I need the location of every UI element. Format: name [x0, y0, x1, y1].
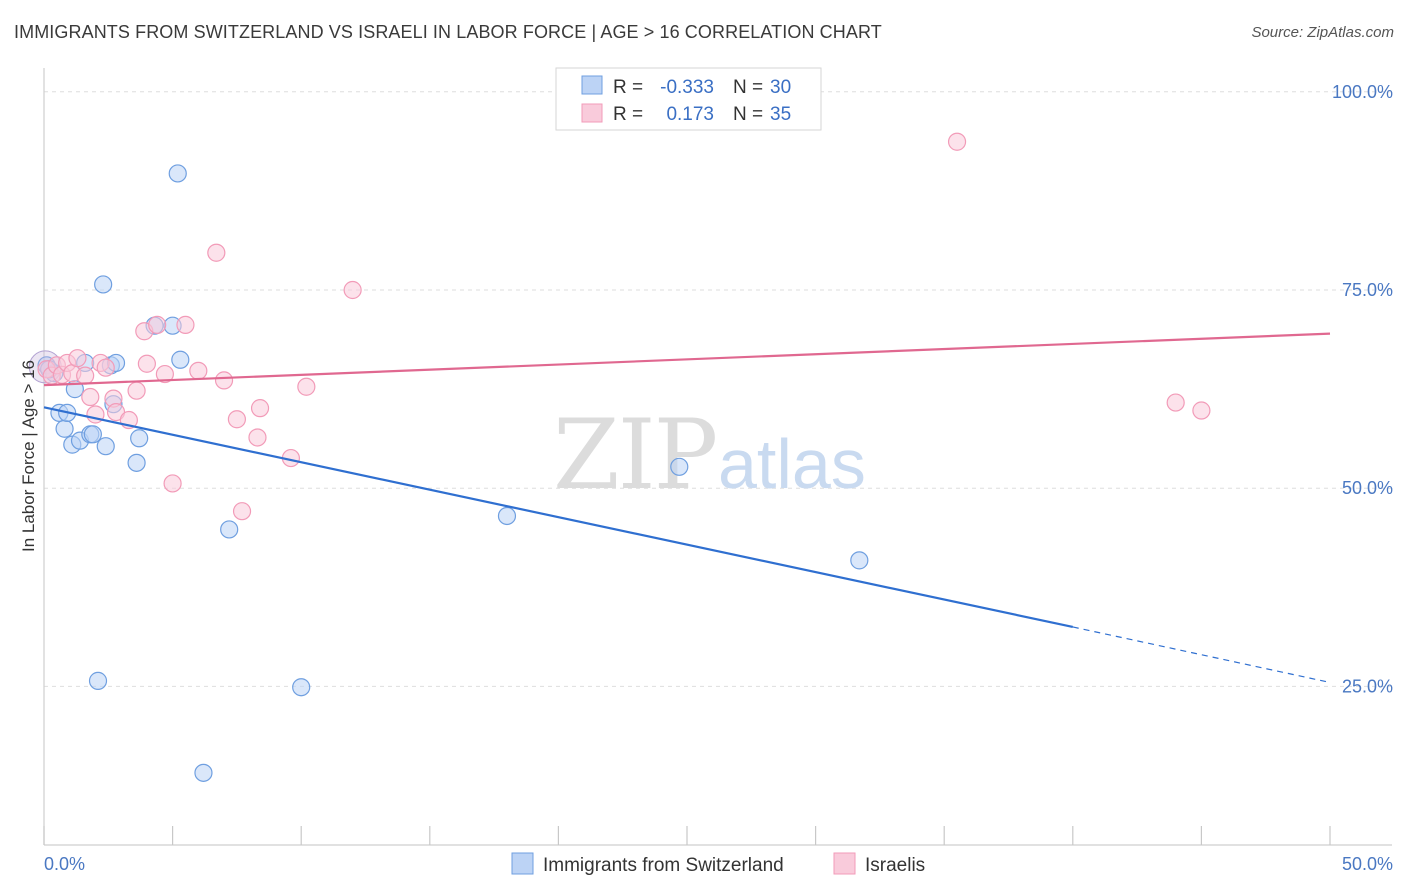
- trend-line-switzerland: [43, 406, 1074, 629]
- point-switzerland-21: [168, 164, 187, 183]
- axes: [43, 68, 1392, 846]
- point-switzerland-12: [94, 275, 113, 294]
- y-tick-label-0: 100.0%: [1332, 82, 1393, 102]
- x-tick-label-max: 50.0%: [1342, 854, 1393, 874]
- legend-r-value-switzerland: -0.333: [660, 77, 714, 98]
- point-israelis-30: [297, 377, 316, 396]
- point-israelis-34: [1192, 401, 1211, 420]
- y-axis-title: In Labor Force | Age > 16: [19, 360, 38, 552]
- y-axis-tick-labels: 100.0% 75.0% 50.0% 25.0%: [1332, 82, 1393, 697]
- point-israelis-8: [81, 387, 100, 407]
- point-israelis-20: [163, 474, 182, 493]
- point-switzerland-24: [220, 520, 239, 539]
- source-label: Source: ZipAtlas.com: [1251, 24, 1394, 41]
- trend-lines: [43, 332, 1331, 684]
- x-tick-label-min: 0.0%: [44, 854, 85, 874]
- legend-r-value-israelis: 0.173: [666, 104, 714, 125]
- trend-line-switzerland-extension: [1072, 626, 1331, 684]
- point-israelis-15: [127, 381, 146, 400]
- point-switzerland-22: [171, 350, 190, 369]
- y-tick-label-2: 50.0%: [1342, 478, 1393, 498]
- point-israelis-24: [214, 371, 234, 390]
- bottom-legend-swatch-switzerland: [511, 852, 534, 875]
- point-israelis-19: [155, 364, 174, 384]
- grid-lines: [44, 91, 1392, 687]
- points-israelis: [37, 132, 1211, 521]
- watermark-atlas: atlas: [718, 425, 866, 503]
- point-switzerland-3: [55, 419, 74, 438]
- point-israelis-17: [137, 354, 156, 373]
- legend-n-label-israelis: N =: [733, 104, 763, 125]
- legend-r-label-switzerland: R =: [613, 77, 643, 98]
- point-switzerland-18: [130, 429, 149, 448]
- point-switzerland-26: [497, 506, 517, 526]
- point-israelis-21: [176, 315, 195, 334]
- legend-r-label-israelis: R =: [613, 104, 643, 125]
- watermark-zip: ZIP: [553, 399, 716, 511]
- point-switzerland-28: [850, 551, 869, 570]
- legend: R = -0.333 N = 30 R = 0.173 N = 35: [555, 67, 822, 131]
- point-israelis-31: [343, 280, 362, 300]
- point-israelis-27: [248, 428, 267, 447]
- bottom-legend: Immigrants from Switzerland Israelis: [511, 852, 925, 876]
- y-tick-label-1: 75.0%: [1342, 280, 1393, 300]
- point-switzerland-23: [194, 763, 213, 782]
- point-israelis-7: [76, 366, 95, 385]
- point-israelis-26: [232, 502, 252, 521]
- trend-line-israelis: [43, 332, 1331, 387]
- legend-n-value-israelis: 35: [770, 104, 791, 125]
- y-tick-label-3: 25.0%: [1342, 676, 1393, 696]
- chart-title: IMMIGRANTS FROM SWITZERLAND VS ISRAELI I…: [14, 22, 882, 42]
- point-israelis-22: [189, 361, 208, 380]
- point-israelis-11: [96, 358, 115, 377]
- legend-n-label-switzerland: N =: [733, 77, 763, 98]
- watermark: ZIP atlas: [553, 399, 866, 511]
- x-axis-ticks: [43, 826, 1331, 845]
- point-israelis-23: [207, 243, 226, 262]
- bottom-legend-label-israelis: Israelis: [865, 855, 925, 876]
- bottom-legend-label-switzerland: Immigrants from Switzerland: [543, 855, 784, 876]
- point-israelis-28: [250, 399, 270, 418]
- point-israelis-25: [227, 410, 246, 429]
- point-switzerland-11: [88, 671, 108, 690]
- bottom-legend-swatch-israelis: [833, 852, 856, 875]
- point-switzerland-17: [127, 453, 146, 472]
- point-israelis-6: [68, 349, 87, 368]
- legend-swatch-switzerland: [581, 75, 603, 95]
- point-israelis-32: [947, 132, 967, 151]
- point-switzerland-27: [670, 457, 689, 476]
- legend-swatch-israelis: [581, 103, 603, 123]
- point-israelis-33: [1166, 393, 1185, 412]
- legend-n-value-switzerland: 30: [770, 77, 791, 98]
- point-switzerland-10: [83, 425, 102, 444]
- point-switzerland-13: [96, 437, 115, 456]
- point-israelis-18: [148, 315, 167, 334]
- point-switzerland-25: [292, 678, 311, 697]
